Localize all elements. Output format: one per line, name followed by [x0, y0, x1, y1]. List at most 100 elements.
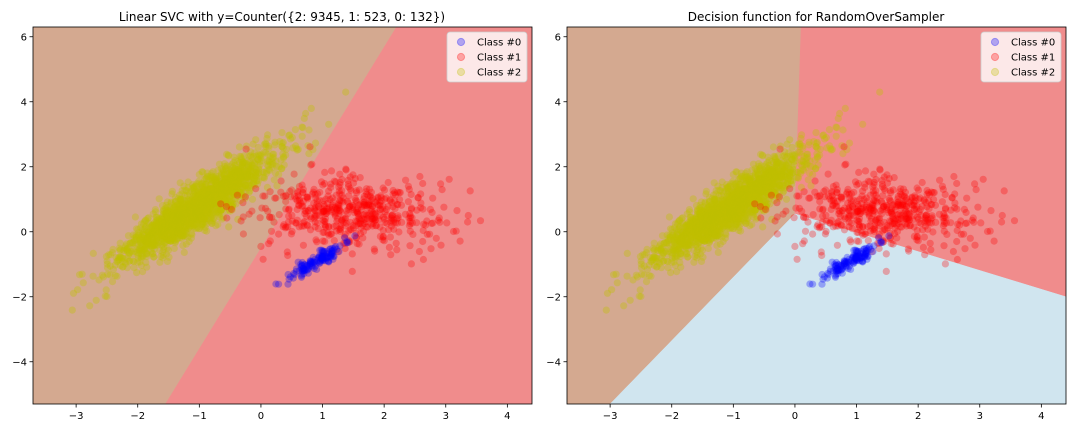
scatter-point: [154, 220, 162, 228]
scatter-point: [180, 217, 188, 225]
scatter-point: [195, 208, 203, 216]
scatter-point: [201, 226, 209, 234]
scatter-point: [275, 280, 283, 288]
scatter-point: [303, 193, 311, 202]
scatter-point: [209, 190, 217, 198]
scatter-point: [746, 178, 755, 186]
scatter-point: [812, 129, 820, 137]
scatter-point: [315, 253, 323, 261]
scatter-point: [689, 237, 697, 245]
scatter-point: [219, 186, 227, 194]
scatter-point: [367, 196, 375, 204]
scatter-point: [717, 216, 725, 224]
scatter-point: [369, 195, 377, 203]
scatter-point: [204, 172, 212, 180]
scatter-point: [822, 134, 830, 142]
scatter-point: [705, 239, 713, 247]
scatter-point: [193, 223, 201, 231]
decision-region-class-2: [33, 27, 397, 404]
scatter-point: [755, 175, 763, 183]
scatter-point: [697, 257, 706, 265]
scatter-point: [225, 170, 233, 178]
scatter-point: [731, 186, 739, 194]
scatter-point: [297, 272, 305, 280]
scatter-point: [693, 226, 701, 234]
scatter-point: [163, 226, 171, 234]
scatter-point: [216, 189, 224, 197]
scatter-point: [178, 218, 186, 226]
scatter-point: [328, 206, 336, 214]
scatter-point: [178, 198, 186, 206]
scatter-point: [200, 197, 208, 205]
scatter-point: [136, 258, 144, 266]
scatter-point: [149, 227, 157, 235]
scatter-point: [770, 180, 778, 188]
scatter-point: [718, 201, 726, 209]
scatter-point: [177, 219, 185, 227]
scatter-point: [190, 199, 198, 207]
scatter-point: [739, 176, 747, 184]
scatter-point: [185, 208, 193, 216]
scatter-point: [321, 223, 330, 231]
scatter-point: [179, 206, 187, 215]
scatter-point: [703, 231, 712, 239]
scatter-point: [207, 210, 215, 218]
scatter-point: [737, 203, 745, 211]
scatter-point: [160, 239, 168, 247]
scatter-point: [731, 194, 739, 202]
scatter-point: [359, 221, 367, 229]
scatter-point: [208, 174, 216, 182]
scatter-point: [743, 208, 751, 216]
scatter-point: [188, 210, 196, 218]
scatter-point: [310, 258, 318, 266]
scatter-point: [344, 180, 352, 188]
scatter-point: [125, 249, 133, 257]
scatter-point: [729, 207, 737, 215]
scatter-point: [735, 186, 744, 194]
scatter-point: [220, 179, 228, 187]
scatter-point: [206, 189, 214, 197]
scatter-point: [154, 220, 162, 228]
scatter-point: [202, 202, 211, 210]
scatter-point: [142, 216, 150, 224]
scatter-point: [170, 231, 178, 239]
scatter-point: [413, 219, 421, 227]
scatter-point: [211, 196, 219, 204]
scatter-point: [386, 196, 394, 204]
scatter-point: [173, 218, 181, 226]
scatter-point: [708, 217, 716, 226]
scatter-point: [197, 196, 205, 204]
scatter-point: [727, 209, 736, 217]
scatter-point: [167, 199, 175, 207]
scatter-point: [801, 227, 810, 235]
scatter-point: [244, 184, 252, 192]
scatter-point: [171, 197, 180, 205]
scatter-point: [159, 226, 167, 234]
scatter-point: [697, 229, 705, 237]
scatter-point: [732, 217, 740, 225]
scatter-point: [656, 242, 664, 250]
scatter-point: [285, 132, 293, 140]
scatter-point: [234, 178, 242, 187]
scatter-point: [342, 88, 350, 96]
scatter-point: [180, 200, 188, 208]
scatter-point: [222, 199, 231, 207]
scatter-point: [189, 183, 198, 191]
scatter-point: [179, 228, 187, 236]
scatter-point: [709, 213, 717, 221]
scatter-point: [408, 214, 416, 222]
scatter-point: [165, 236, 173, 244]
scatter-point: [262, 148, 270, 156]
scatter-point: [205, 201, 214, 209]
scatter-point: [918, 202, 926, 210]
scatter-point: [214, 180, 222, 188]
scatter-point: [148, 228, 157, 236]
scatter-point: [346, 173, 354, 181]
scatter-point: [200, 204, 208, 212]
scatter-point: [319, 257, 327, 265]
scatter-point: [214, 220, 222, 229]
scatter-point: [407, 260, 415, 268]
scatter-point: [116, 261, 124, 270]
scatter-point: [187, 214, 195, 222]
scatter-point: [157, 228, 165, 236]
